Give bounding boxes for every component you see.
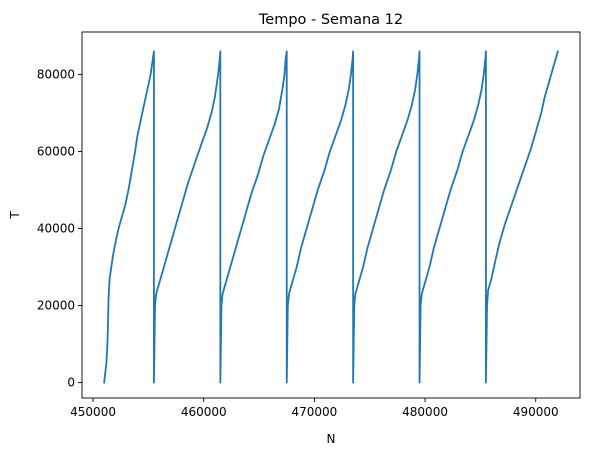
x-tick-label: 490000 [513,405,559,419]
series-line-0 [103,50,559,384]
y-tick-label: 40000 [37,221,75,235]
x-tick-label: 470000 [291,405,337,419]
x-tick-label: 450000 [70,405,116,419]
y-tick-label: 20000 [37,299,75,313]
x-tick-label: 480000 [402,405,448,419]
y-tick-label: 0 [67,376,75,390]
x-axis: 450000 460000 470000 480000 490000 [70,398,559,419]
y-tick-label: 80000 [37,67,75,81]
chart-title: Tempo - Semana 12 [258,12,403,28]
series-layer [103,50,559,384]
y-axis: 0 20000 40000 60000 80000 [37,67,82,390]
x-axis-label: N [327,432,336,446]
plot-area [81,31,581,399]
y-tick-label: 60000 [37,144,75,158]
x-tick-label: 460000 [181,405,227,419]
plot-frame [81,31,581,399]
y-axis-label: T [8,211,22,220]
